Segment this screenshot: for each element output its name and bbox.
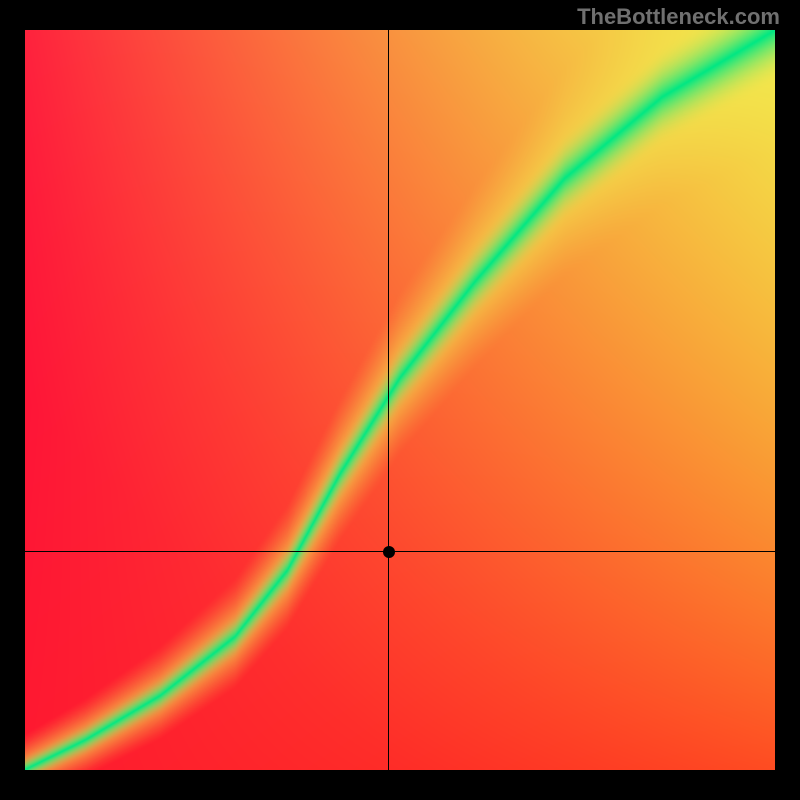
plot-area <box>25 30 775 770</box>
crosshair-horizontal <box>25 551 775 552</box>
crosshair-marker <box>383 546 395 558</box>
heatmap-canvas <box>25 30 775 770</box>
watermark-text: TheBottleneck.com <box>577 4 780 30</box>
chart-container: TheBottleneck.com <box>0 0 800 800</box>
crosshair-vertical <box>388 30 389 770</box>
